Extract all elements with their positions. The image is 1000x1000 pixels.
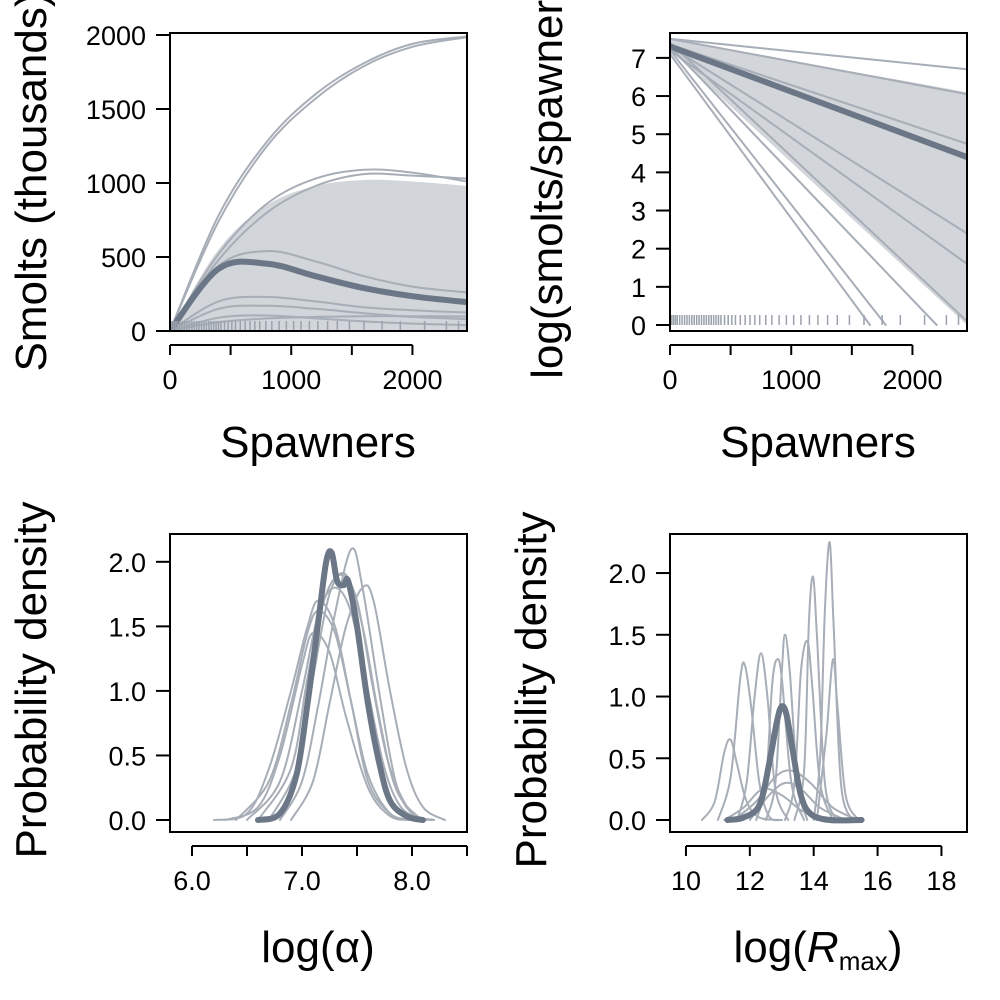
logrmax-x-tick-label-3: 16	[863, 866, 893, 896]
logrmax-y-tick-label-1: 0.5	[608, 744, 646, 774]
logrmax-xlabel-r: R	[807, 923, 839, 972]
logratio-sample-line-6	[670, 41, 967, 323]
logalpha-sample-line-6	[290, 584, 446, 821]
smolts-sample-line-1	[170, 35, 467, 331]
smolts-sample-line-8	[170, 314, 467, 331]
smolts-panel: 0 1000 2000 0 500 1000 1500 2000 Spawners Smolt…	[7, 0, 468, 467]
logalpha-mean-line	[255, 548, 426, 823]
logratio-y-tick-label-5: 5	[631, 120, 646, 150]
smolts-y-tick-label-0: 0	[131, 317, 146, 347]
smolts-mean-line	[170, 258, 467, 331]
logalpha-y-tick-label-4: 2.0	[108, 548, 146, 578]
logrmax-y-tick-label-0: 0.0	[608, 806, 646, 836]
logratio-y-tick-label-7: 7	[631, 44, 646, 74]
logratio-sample-line-7	[670, 45, 938, 326]
logratio-x-tick-label-0: 0	[662, 365, 677, 395]
logrmax-x-tick-label-0: 10	[671, 866, 701, 896]
logrmax-y-tick-label-2: 1.0	[608, 683, 646, 713]
logratio-y-tick-label-0: 0	[631, 311, 646, 341]
smolts-x-tick-label-2: 2000	[382, 365, 442, 395]
logrmax-xlabel: log(Rmax)	[734, 923, 903, 976]
logalpha-plot-frame	[169, 533, 468, 833]
logrmax-xlabel-suffix: )	[888, 923, 903, 972]
logratio-y-tick-label-6: 6	[631, 82, 646, 112]
logalpha-ylabel: Probability density	[7, 501, 56, 858]
logrmax-sample-line-9	[815, 658, 860, 821]
logalpha-sample-line-5	[235, 609, 413, 821]
smolts-sample-line-6	[170, 295, 467, 331]
logrmax-sample-line-12	[748, 781, 847, 821]
logratio-sample-line-9	[670, 53, 871, 326]
smolts-x-tick-label-0: 0	[162, 365, 177, 395]
logrmax-xlabel-sub: max	[839, 946, 888, 976]
logratio-plot-frame	[669, 32, 968, 332]
logrmax-y-tick-label-4: 2.0	[608, 559, 646, 589]
logratio-mean-line	[670, 43, 967, 161]
logalpha-xlabel: log(α)	[261, 923, 374, 972]
logalpha-x-tick-label-2: 7.0	[283, 866, 321, 896]
logalpha-x-tick-label-4: 8.0	[393, 866, 431, 896]
logratio-y-tick-label-4: 4	[631, 158, 646, 188]
logratio-sample-line-1	[670, 37, 967, 71]
smolts-sample-line-4	[170, 172, 467, 331]
logratio-x-tick-label-1: 1000	[761, 365, 821, 395]
logratio-sample-line-8	[670, 49, 887, 326]
logalpha-sample-line-8	[224, 631, 413, 821]
logrmax-y-tick-label-3: 1.5	[608, 621, 646, 651]
logrmax-panel: 10 12 14 16 18 0.0 0.5 1.0 1.5 2.0 log(Rmax) Prob…	[507, 511, 968, 976]
logrmax-sample-line-10	[732, 769, 860, 821]
logrmax-sample-line-11	[723, 787, 825, 821]
logalpha-sample-line-4	[257, 573, 435, 821]
logrmax-sample-line-7	[793, 575, 838, 821]
smolts-y-tick-label-2: 1000	[86, 169, 146, 199]
logratio-sample-line-3	[670, 43, 967, 145]
logrmax-sample-line-8	[812, 541, 853, 821]
logalpha-y-tick-label-1: 0.5	[108, 741, 146, 771]
logalpha-y-tick-label-2: 1.0	[108, 677, 146, 707]
logratio-y-tick-label-1: 1	[631, 273, 646, 303]
smolts-x-tick-label-1: 1000	[261, 365, 321, 395]
logalpha-y-tick-label-0: 0.0	[108, 806, 146, 836]
logratio-sample-line-5	[670, 49, 967, 265]
logratio-sample-line-2	[670, 37, 967, 96]
logratio-y-tick-label-3: 3	[631, 197, 646, 227]
logalpha-panel: 6.0 7.0 8.0 0.0 0.5 1.0 1.5 2.0 log(α) Probabil…	[7, 501, 468, 972]
smolts-y-tick-label-4: 2000	[86, 21, 146, 51]
smolts-ylabel: Smolts (thousands)	[7, 0, 56, 372]
logratio-sample-line-4	[670, 45, 967, 235]
smolts-y-tick-label-3: 1500	[86, 95, 146, 125]
logratio-y-tick-label-2: 2	[631, 235, 646, 265]
smolts-y-tick-label-1: 500	[101, 243, 146, 273]
logrmax-mean-line	[724, 703, 865, 824]
smolts-xlabel: Spawners	[220, 418, 416, 467]
logalpha-x-tick-label-0: 6.0	[173, 866, 211, 896]
smolts-sample-line-2	[170, 36, 467, 331]
logratio-panel: 0 1000 2000 0 1 2 3 4 5 6 7 Spawners log(smolts/sp…	[523, 0, 968, 467]
logrmax-x-tick-label-4: 18	[926, 866, 956, 896]
logratio-xlabel: Spawners	[720, 418, 916, 467]
logratio-ylabel: log(smolts/spawner)	[523, 0, 572, 379]
logrmax-x-tick-label-1: 12	[735, 866, 765, 896]
logalpha-y-tick-label-3: 1.5	[108, 612, 146, 642]
smolts-sample-line-3	[170, 168, 467, 331]
logrmax-x-tick-label-2: 14	[799, 866, 829, 896]
logrmax-ylabel: Probability density	[507, 511, 556, 868]
logalpha-sample-line-2	[246, 586, 424, 821]
logrmax-xlabel-prefix: log(	[734, 923, 808, 972]
logratio-x-tick-label-2: 2000	[882, 365, 942, 395]
logrmax-plot-frame	[669, 533, 968, 833]
